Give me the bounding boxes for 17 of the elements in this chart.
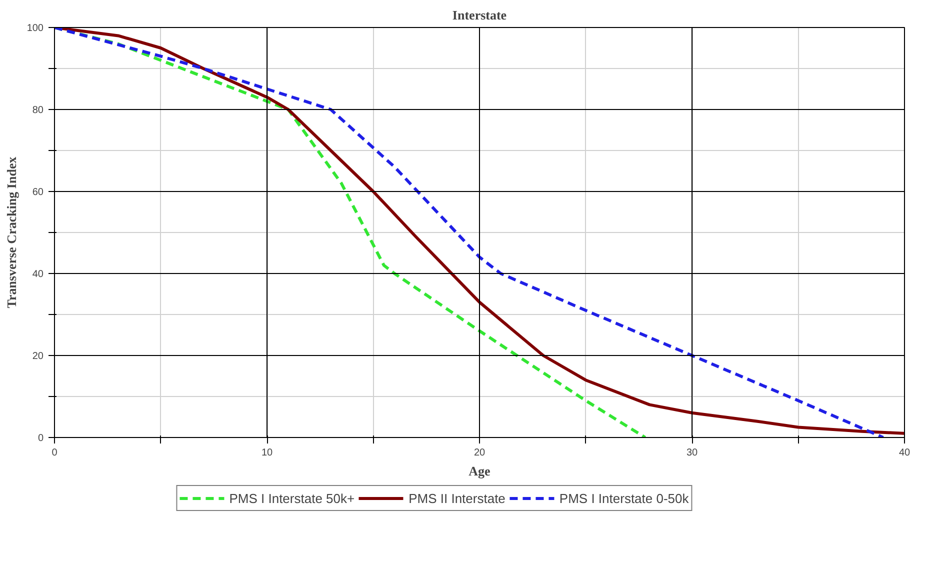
- x-tick-label: 40: [898, 448, 910, 458]
- x-axis-title: Age: [468, 464, 491, 478]
- y-tick-label: 80: [32, 105, 44, 116]
- legend-label: PMS II Interstate: [408, 490, 506, 506]
- legend-label: PMS I Interstate 0-50k: [559, 490, 689, 506]
- x-tick-label: 20: [474, 448, 486, 458]
- legend-label: PMS I Interstate 50k+: [229, 490, 355, 506]
- y-axis-title: Transverse Cracking Index: [4, 156, 19, 308]
- y-tick-label: 20: [32, 351, 44, 362]
- x-tick-label: 10: [261, 448, 273, 458]
- x-tick-label: 30: [686, 448, 698, 458]
- chart-title: Interstate: [452, 8, 507, 22]
- y-tick-label: 0: [38, 433, 44, 444]
- y-tick-label: 60: [32, 187, 44, 198]
- x-tick-label: 0: [52, 448, 58, 458]
- y-tick-label: 40: [32, 269, 44, 280]
- y-tick-label: 100: [26, 23, 44, 34]
